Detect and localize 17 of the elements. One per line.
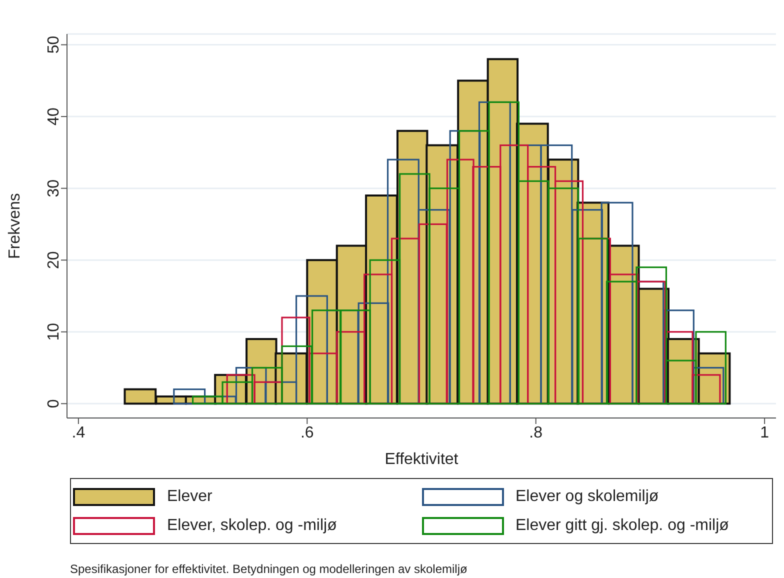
x-axis-title: Effektivitet [384,451,459,468]
y-tick-label: 0 [46,399,63,408]
x-tick-label: .8 [529,424,543,442]
x-tick-label: 1 [760,424,770,442]
y-tick-label: 30 [46,179,63,198]
legend-label: Elever [167,488,212,506]
y-axis-title: Frekvens [6,193,24,259]
text: Spesifikasjoner for effektivitet. Betydningen og modelleringen av skolemiljø [70,562,468,576]
legend-label: Elever og skolemiljø [516,488,659,506]
legend-label: Elever, skolep. og -miljø [167,516,337,534]
y-tick-label: 40 [46,108,63,126]
x-tick-label: .4 [72,424,86,442]
y-tick-label: 50 [46,36,63,54]
legend-label: Elever gitt gj. skolep. og -miljø [516,516,729,534]
x-tick-label: .6 [300,424,314,442]
y-tick-label: 20 [46,251,63,269]
y-tick-label: 10 [46,322,63,341]
